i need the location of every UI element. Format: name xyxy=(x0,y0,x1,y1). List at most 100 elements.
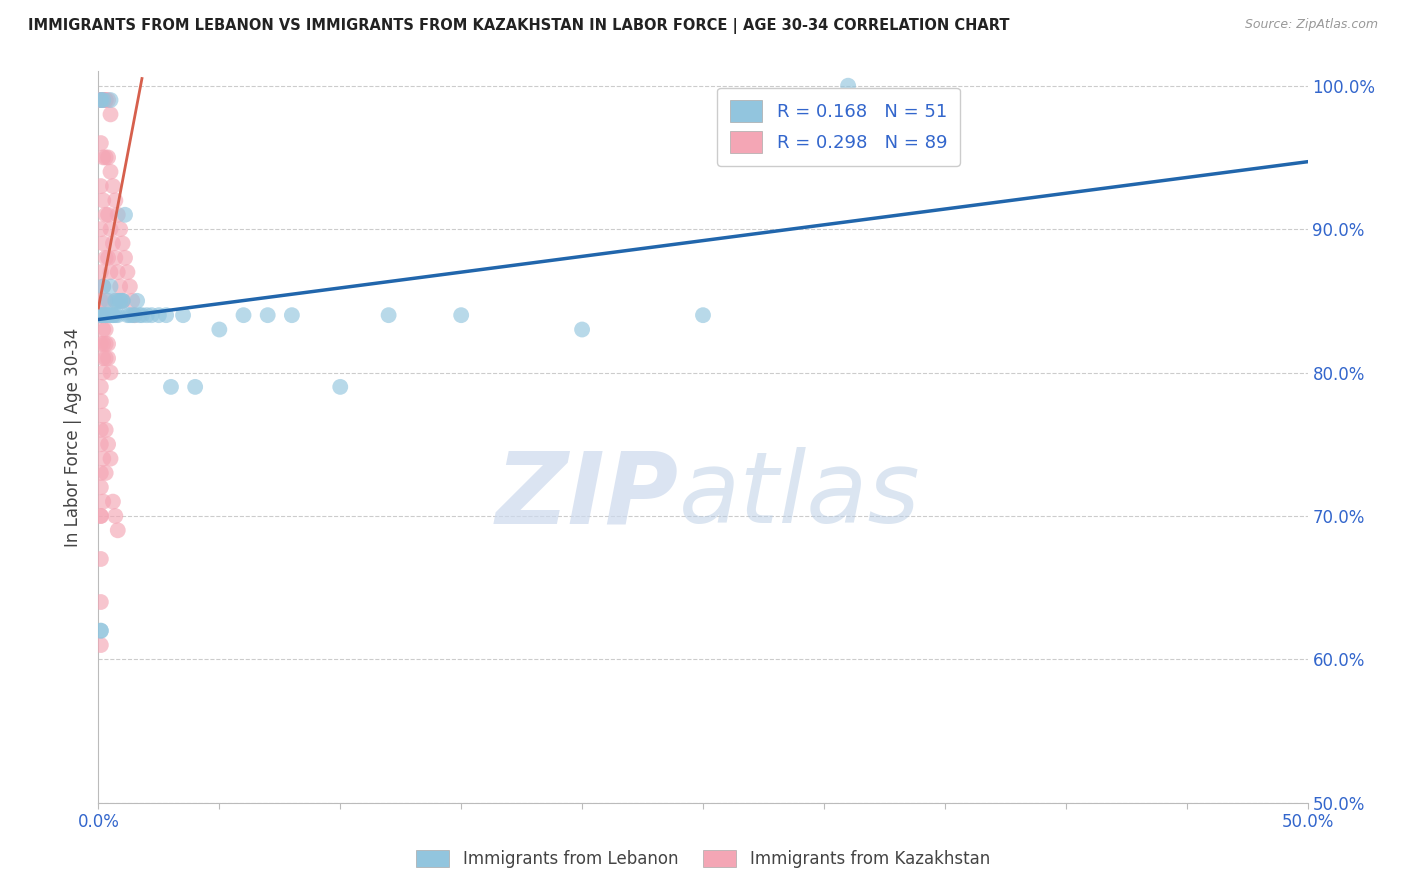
Point xyxy=(90,93,112,107)
Point xyxy=(118,308,141,322)
Point xyxy=(131,308,153,322)
Point xyxy=(100,366,122,380)
Point xyxy=(104,194,127,208)
Point xyxy=(97,351,120,366)
Point xyxy=(90,308,112,322)
Point xyxy=(104,251,127,265)
Point xyxy=(91,409,114,423)
Point xyxy=(90,93,112,107)
Point xyxy=(97,437,120,451)
Text: Source: ZipAtlas.com: Source: ZipAtlas.com xyxy=(1244,18,1378,31)
Point xyxy=(100,107,122,121)
Point xyxy=(90,93,112,107)
Point xyxy=(90,265,112,279)
Point xyxy=(100,222,122,236)
Point xyxy=(90,624,112,638)
Point xyxy=(91,279,114,293)
Point xyxy=(111,236,134,251)
Point xyxy=(117,265,139,279)
Point xyxy=(101,179,124,194)
Point xyxy=(94,351,117,366)
Point xyxy=(97,336,120,351)
Point xyxy=(117,308,139,322)
Point xyxy=(377,308,399,322)
Point xyxy=(114,208,136,222)
Point xyxy=(91,194,114,208)
Point xyxy=(91,93,114,107)
Point xyxy=(90,508,112,523)
Point xyxy=(127,293,149,308)
Point xyxy=(101,494,124,508)
Point xyxy=(104,508,127,523)
Point xyxy=(450,308,472,322)
Point xyxy=(118,279,141,293)
Point xyxy=(91,336,114,351)
Point xyxy=(97,93,120,107)
Y-axis label: In Labor Force | Age 30-34: In Labor Force | Age 30-34 xyxy=(65,327,83,547)
Point xyxy=(90,336,112,351)
Point xyxy=(135,308,157,322)
Point xyxy=(90,423,112,437)
Point xyxy=(108,293,131,308)
Point xyxy=(104,293,127,308)
Point xyxy=(94,293,117,308)
Point xyxy=(124,308,146,322)
Point xyxy=(91,451,114,466)
Point xyxy=(91,93,114,107)
Point xyxy=(97,251,120,265)
Point xyxy=(90,293,112,308)
Point xyxy=(107,208,129,222)
Point xyxy=(94,466,117,480)
Point xyxy=(94,93,117,107)
Point xyxy=(104,308,127,322)
Point xyxy=(90,93,112,107)
Point xyxy=(100,165,122,179)
Point xyxy=(148,308,170,322)
Point xyxy=(91,308,114,322)
Point xyxy=(90,638,112,652)
Point xyxy=(100,279,122,293)
Legend: R = 0.168   N = 51, R = 0.298   N = 89: R = 0.168 N = 51, R = 0.298 N = 89 xyxy=(717,87,960,166)
Point xyxy=(90,93,112,107)
Point xyxy=(91,236,114,251)
Point xyxy=(94,336,117,351)
Point xyxy=(111,293,134,308)
Point xyxy=(108,222,131,236)
Point xyxy=(91,322,114,336)
Point xyxy=(107,293,129,308)
Point xyxy=(100,93,122,107)
Point xyxy=(91,93,114,107)
Point xyxy=(101,308,124,322)
Point xyxy=(184,380,207,394)
Point xyxy=(121,308,143,322)
Point xyxy=(256,308,278,322)
Point xyxy=(692,308,714,322)
Point xyxy=(90,179,112,194)
Text: ZIP: ZIP xyxy=(496,447,679,544)
Point xyxy=(90,308,112,322)
Point xyxy=(94,93,117,107)
Point xyxy=(94,251,117,265)
Point xyxy=(837,78,859,93)
Point xyxy=(91,93,114,107)
Point xyxy=(90,308,112,322)
Point xyxy=(107,308,129,322)
Point xyxy=(232,308,254,322)
Point xyxy=(97,208,120,222)
Point xyxy=(94,308,117,322)
Point xyxy=(114,251,136,265)
Point xyxy=(104,293,127,308)
Point xyxy=(90,93,112,107)
Legend: Immigrants from Lebanon, Immigrants from Kazakhstan: Immigrants from Lebanon, Immigrants from… xyxy=(409,843,997,875)
Point xyxy=(128,308,150,322)
Point xyxy=(107,265,129,279)
Point xyxy=(571,322,593,336)
Point xyxy=(90,437,112,451)
Point xyxy=(111,293,134,308)
Point xyxy=(94,308,117,322)
Text: IMMIGRANTS FROM LEBANON VS IMMIGRANTS FROM KAZAKHSTAN IN LABOR FORCE | AGE 30-34: IMMIGRANTS FROM LEBANON VS IMMIGRANTS FR… xyxy=(28,18,1010,34)
Point xyxy=(90,93,112,107)
Point xyxy=(94,322,117,336)
Point xyxy=(94,208,117,222)
Point xyxy=(90,595,112,609)
